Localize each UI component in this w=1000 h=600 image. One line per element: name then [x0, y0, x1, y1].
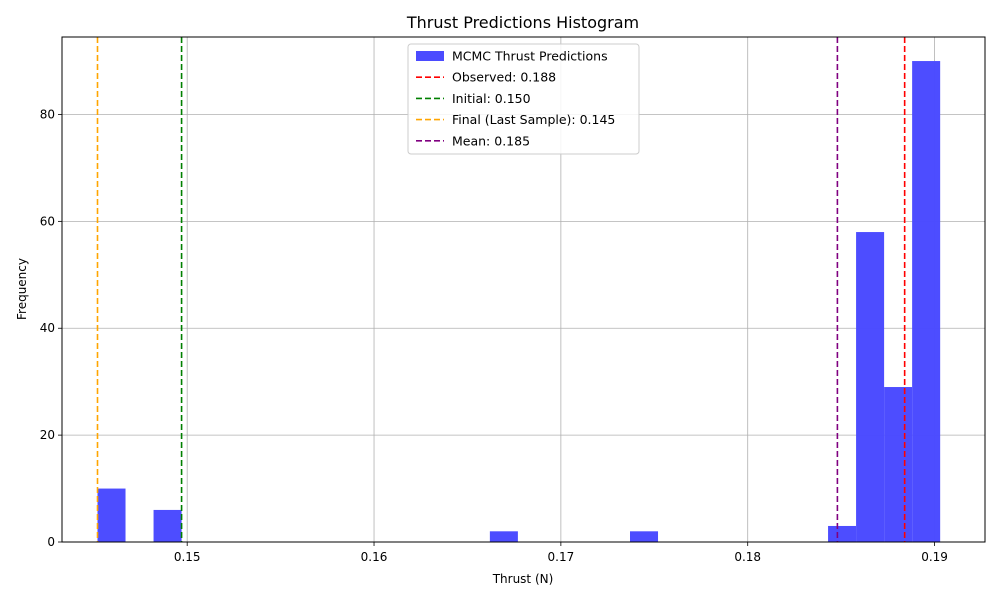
y-tick-label: 60	[40, 214, 55, 228]
x-tick-label: 0.19	[921, 550, 948, 564]
histogram-bar	[856, 232, 885, 542]
y-axis-ticks: 0 20 40 60 80	[40, 107, 62, 549]
x-tick-label: 0.18	[734, 550, 761, 564]
histogram-bar	[489, 531, 518, 542]
histogram-bar	[828, 525, 857, 542]
legend-entry-label: Final (Last Sample): 0.145	[452, 112, 615, 127]
y-tick-label: 20	[40, 428, 55, 442]
legend-entry-label: Mean: 0.185	[452, 133, 530, 148]
y-tick-label: 80	[40, 107, 55, 121]
x-tick-label: 0.16	[361, 550, 388, 564]
chart-title: Thrust Predictions Histogram	[406, 13, 639, 32]
y-tick-label: 0	[47, 535, 55, 549]
y-axis-label: Frequency	[15, 258, 29, 320]
histogram-bar	[630, 531, 659, 542]
legend-entry-label: Initial: 0.150	[452, 91, 531, 106]
x-tick-label: 0.15	[174, 550, 201, 564]
histogram-bar	[884, 387, 913, 542]
histogram-bar	[97, 488, 126, 542]
reference-lines	[96, 37, 906, 542]
histogram-bar	[912, 61, 941, 543]
y-tick-label: 40	[40, 321, 55, 335]
x-axis-label: Thrust (N)	[492, 572, 554, 586]
legend-swatch	[416, 51, 444, 61]
legend-box	[407, 43, 640, 155]
legend-entry-label: MCMC Thrust Predictions	[452, 49, 608, 64]
legend-entry-label: Observed: 0.188	[452, 70, 556, 85]
plot-frame	[61, 36, 986, 543]
histogram-bars	[97, 61, 941, 543]
x-tick-label: 0.17	[548, 550, 575, 564]
histogram-bar	[153, 509, 182, 542]
legend: MCMC Thrust Predictions Observed: 0.188 In…	[407, 43, 640, 155]
x-axis-ticks: 0.15 0.16 0.17 0.18 0.19	[174, 542, 948, 564]
